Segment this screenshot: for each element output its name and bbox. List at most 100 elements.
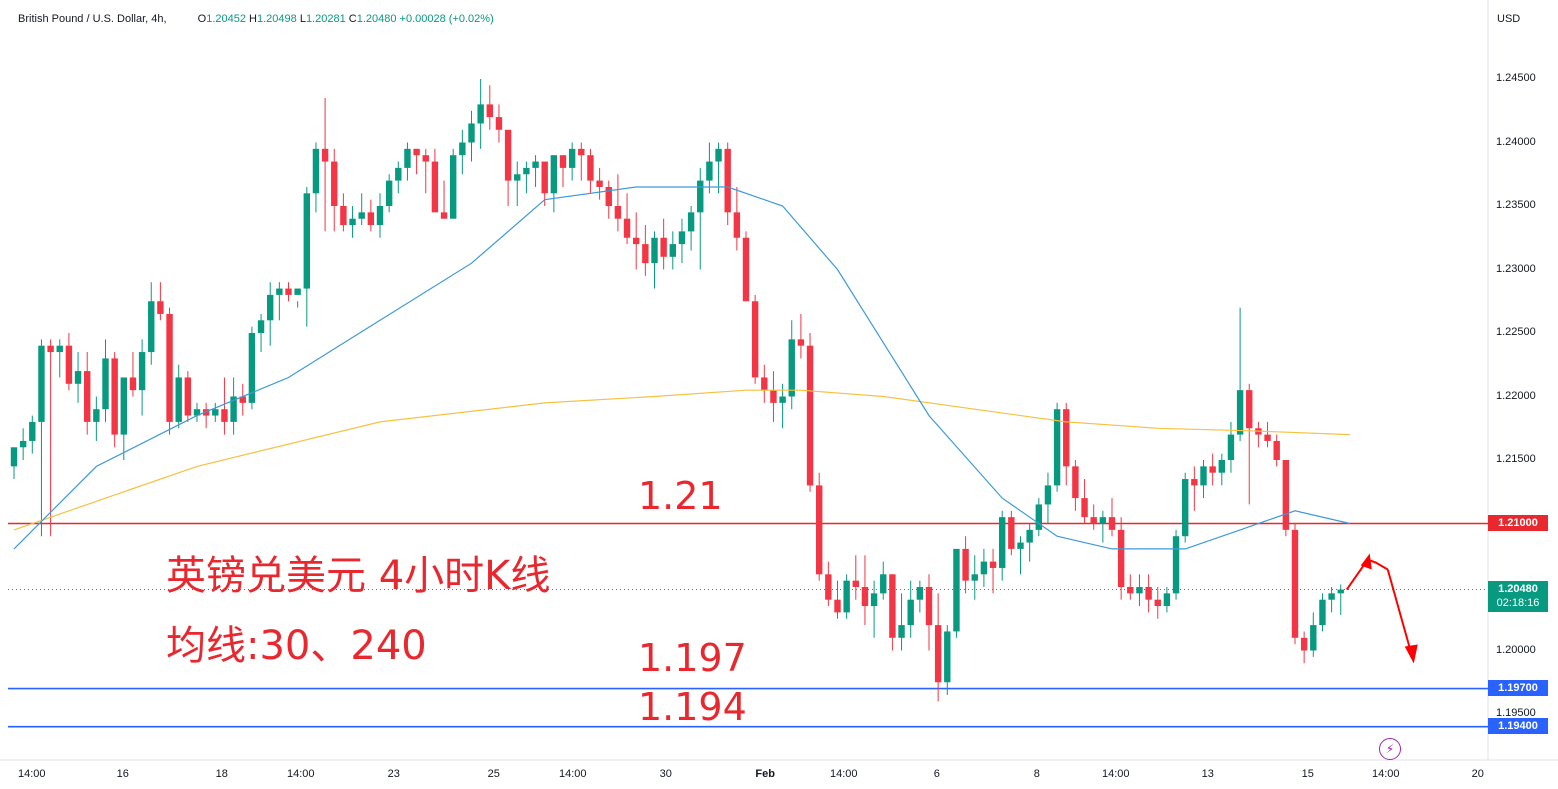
price-tick-label: 1.20000: [1496, 643, 1536, 656]
candle-body: [861, 587, 869, 607]
candle-body: [1053, 409, 1061, 486]
candle-body: [816, 485, 823, 575]
annotation-title: 英镑兑美元 4小时K线: [166, 553, 551, 599]
price-tick-label: 1.21500: [1496, 453, 1536, 465]
time-tick-label: 25: [487, 768, 500, 780]
candle-body: [788, 339, 795, 397]
candle-body: [248, 333, 256, 403]
annotation-ma-note: 均线:30、240: [166, 623, 427, 669]
candle-body: [1145, 587, 1152, 600]
candle-body: [1264, 434, 1271, 441]
candle-body: [212, 409, 219, 416]
candle-body: [285, 288, 292, 295]
time-tick-label: 30: [659, 768, 672, 780]
currency-label: USD: [1497, 13, 1521, 25]
candle-body: [1063, 409, 1070, 467]
candle-body: [999, 517, 1006, 568]
candle-body: [568, 148, 576, 168]
candle-body: [148, 301, 155, 353]
projection-up-arrow: [1345, 558, 1389, 591]
candle-body: [1209, 466, 1216, 473]
resistance-price-tag: 1.21000: [1488, 515, 1548, 531]
candle-body: [367, 212, 375, 226]
candle-body: [450, 155, 457, 219]
candle-body: [843, 580, 850, 613]
candle-body: [440, 212, 448, 219]
candle-body: [541, 161, 548, 194]
lightning-icon[interactable]: ⚡: [1379, 738, 1401, 760]
candle-body: [880, 574, 887, 594]
candle-body: [1300, 637, 1308, 651]
time-tick-label: 8: [1033, 768, 1040, 780]
projection-down-arrowhead: [1404, 644, 1418, 664]
candle-body: [825, 574, 832, 600]
candle-body: [532, 161, 539, 168]
candle-body: [1072, 466, 1079, 499]
annotation-level-1194: 1.194: [638, 685, 747, 729]
candle-body: [1081, 498, 1088, 518]
time-tick-label: 14:00: [287, 768, 315, 780]
candle-body: [623, 218, 631, 238]
candle-body: [404, 148, 411, 168]
candle-body: [934, 625, 942, 683]
candle-body: [587, 155, 594, 181]
candle-body: [1282, 460, 1290, 530]
candle-body: [1108, 517, 1116, 530]
high-label: H: [249, 13, 257, 25]
candle-body: [395, 167, 402, 181]
candle-body: [706, 161, 713, 181]
time-tick-label: Feb: [755, 768, 775, 780]
candle-body: [953, 548, 960, 632]
candle-body: [56, 345, 63, 353]
candle-body: [1127, 587, 1134, 594]
candle-body: [578, 148, 585, 156]
candle-body: [715, 148, 722, 162]
candle-body: [1182, 479, 1189, 537]
candle-body: [559, 155, 567, 168]
candle-body: [239, 396, 246, 403]
candle-body: [687, 212, 695, 232]
time-tick-label: 18: [215, 768, 228, 780]
candle-body: [29, 421, 36, 441]
open-label: O: [197, 13, 207, 25]
time-tick-label: 16: [116, 768, 129, 780]
candle-body: [614, 206, 622, 219]
candle-body: [523, 167, 530, 175]
candle-body: [724, 148, 731, 213]
ma240-line: [13, 389, 1350, 531]
time-tick-label: 6: [933, 768, 940, 780]
candle-body: [916, 587, 924, 600]
time-tick-label: 20: [1471, 768, 1484, 780]
candle-body: [1200, 466, 1207, 486]
candle-body: [157, 301, 164, 314]
candle-body: [257, 320, 265, 333]
candle-body: [761, 377, 768, 391]
candle-body: [349, 218, 356, 226]
candle-body: [1291, 529, 1299, 638]
candle-body: [468, 123, 475, 143]
current-price-value: 1.20480: [1498, 583, 1538, 595]
candle-body: [166, 313, 173, 422]
time-tick-label: 15: [1301, 768, 1314, 780]
candle-body: [321, 148, 329, 162]
candle-body: [19, 440, 27, 448]
time-tick-label: 13: [1201, 768, 1214, 780]
price-tick-label: 1.24500: [1496, 72, 1536, 84]
candle-body: [267, 294, 274, 321]
time-tick-label: 14:00: [1102, 768, 1130, 780]
candle-body: [175, 377, 182, 422]
candle-body: [129, 377, 137, 391]
candle-body: [806, 345, 814, 486]
candle-body: [303, 193, 310, 289]
candle-body: [889, 574, 896, 638]
candle-body: [678, 231, 686, 245]
candle-body: [1191, 479, 1198, 486]
candle-body: [486, 104, 493, 118]
candle-body: [102, 358, 109, 410]
candle-body: [989, 561, 997, 568]
candle-body: [504, 129, 512, 181]
candle-body: [1026, 529, 1033, 543]
candle-body: [907, 599, 914, 626]
current-price-tag: 1.20480 02:18:16: [1488, 581, 1548, 612]
